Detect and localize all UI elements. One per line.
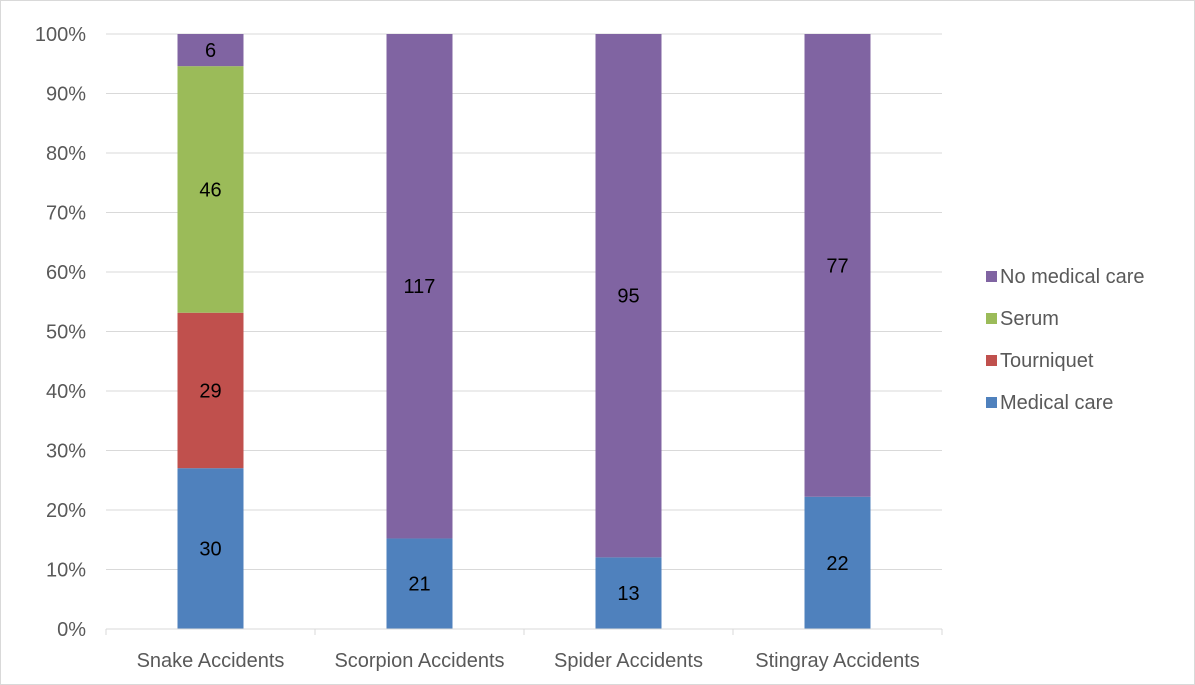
legend-swatch bbox=[986, 397, 997, 408]
data-label: 77 bbox=[826, 255, 848, 277]
y-tick-label: 10% bbox=[46, 560, 86, 582]
x-tick-label: Spider Accidents bbox=[554, 650, 703, 672]
bar-segment bbox=[804, 34, 871, 497]
bar-segment bbox=[177, 312, 244, 469]
bar-segment bbox=[177, 66, 244, 313]
data-label: 6 bbox=[205, 40, 216, 62]
data-label: 22 bbox=[826, 553, 848, 575]
legend-label: No medical care bbox=[1000, 266, 1145, 288]
y-tick-label: 30% bbox=[46, 441, 86, 463]
legend-label: Medical care bbox=[1000, 392, 1113, 414]
y-tick-label: 100% bbox=[35, 24, 86, 46]
legend-swatch bbox=[986, 355, 997, 366]
x-tick-label: Snake Accidents bbox=[137, 650, 285, 672]
x-tick-label: Stingray Accidents bbox=[755, 650, 920, 672]
data-label: 95 bbox=[617, 286, 639, 308]
data-labels: 30 29 46 6 21 117 13 95 22 77 bbox=[199, 40, 848, 605]
data-label: 21 bbox=[408, 574, 430, 596]
x-tick-label: Scorpion Accidents bbox=[334, 650, 504, 672]
y-tick-label: 40% bbox=[46, 381, 86, 403]
bar-segment bbox=[177, 468, 244, 629]
bar-segment bbox=[804, 496, 871, 629]
legend-swatch bbox=[986, 313, 997, 324]
bar-segment bbox=[386, 34, 453, 539]
bar-segment bbox=[595, 34, 662, 558]
data-label: 13 bbox=[617, 583, 639, 605]
y-tick-label: 70% bbox=[46, 203, 86, 225]
legend-label: Tourniquet bbox=[1000, 350, 1094, 372]
y-tick-label: 90% bbox=[46, 84, 86, 106]
data-label: 117 bbox=[404, 276, 436, 298]
y-tick-label: 20% bbox=[46, 500, 86, 522]
data-label: 46 bbox=[199, 179, 221, 201]
gridlines bbox=[106, 33, 942, 570]
legend: No medical care Serum Tourniquet Medical ca… bbox=[986, 266, 1145, 414]
legend-swatch bbox=[986, 271, 997, 282]
bar-segment bbox=[177, 34, 244, 67]
y-axis-tick-labels: 0% 10% 20% 30% 40% 50% 60% 70% 80% 90% 100% bbox=[35, 24, 86, 641]
bar-segments bbox=[177, 34, 871, 629]
bar-segment bbox=[595, 557, 662, 629]
y-tick-label: 80% bbox=[46, 143, 86, 165]
bar-segment bbox=[386, 538, 453, 629]
y-tick-label: 60% bbox=[46, 262, 86, 284]
data-label: 30 bbox=[199, 539, 221, 561]
x-axis: Snake Accidents Scorpion Accidents Spider … bbox=[105, 628, 943, 672]
y-tick-label: 50% bbox=[46, 322, 86, 344]
y-tick-label: 0% bbox=[57, 619, 86, 641]
legend-label: Serum bbox=[1000, 308, 1059, 330]
data-label: 29 bbox=[199, 380, 221, 402]
